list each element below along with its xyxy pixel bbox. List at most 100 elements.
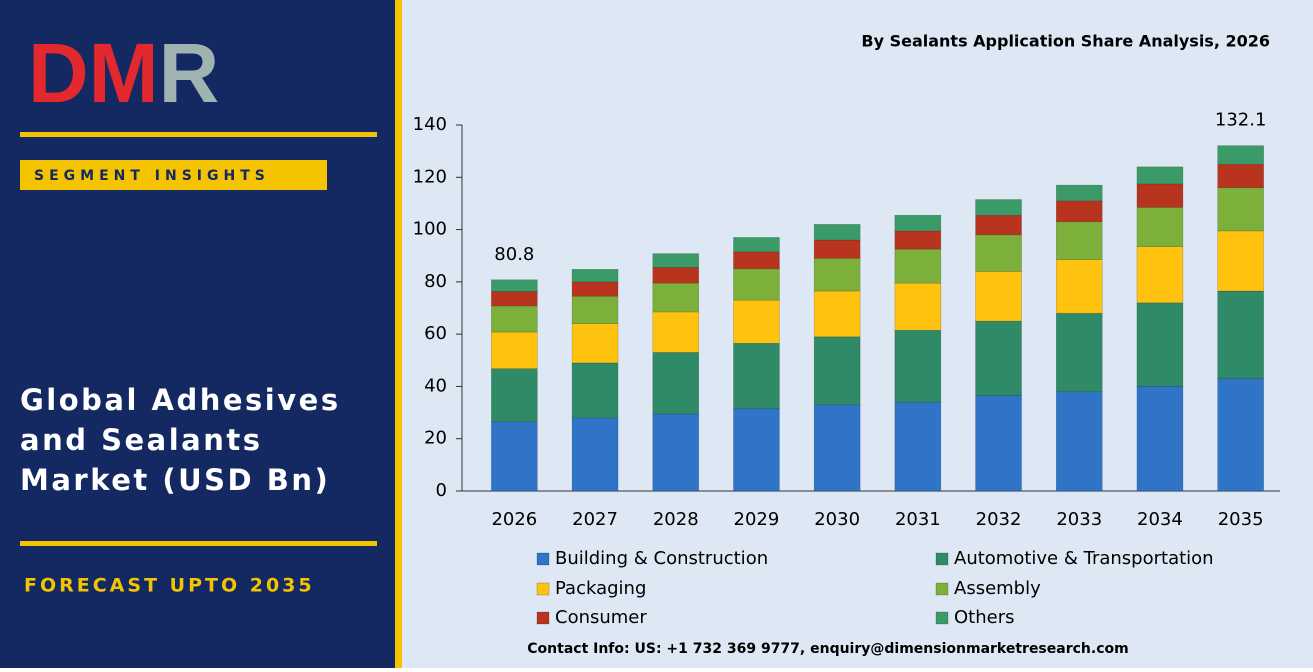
bar-segment: [975, 214, 1022, 236]
logo-part: DM: [28, 26, 159, 120]
bar-segment: [813, 404, 861, 492]
divider: [20, 541, 377, 546]
bar-segment: [813, 336, 861, 406]
bar-segment: [813, 239, 861, 259]
bar-segment: [733, 299, 780, 344]
bar-segment: [894, 282, 942, 331]
bar-segment: [1055, 200, 1103, 223]
bar-segment: [1055, 312, 1103, 392]
bar-segment: [1136, 386, 1184, 492]
bar-segment: [652, 352, 700, 415]
bar-segment: [652, 253, 700, 268]
bar-segment: [1055, 391, 1103, 492]
bar-segment: [975, 395, 1022, 492]
side-stripe: [395, 0, 402, 668]
bar-segment: [652, 413, 700, 492]
bar-segment: [652, 311, 700, 353]
logo-part: R: [159, 26, 220, 120]
x-tick-label: 2035: [1218, 509, 1264, 530]
y-tick-label: 40: [424, 375, 447, 396]
x-tick-label: 2030: [814, 509, 860, 530]
x-tick-label: 2033: [1056, 509, 1102, 530]
side-panel: [0, 0, 395, 668]
x-tick-label: 2034: [1137, 509, 1183, 530]
legend-label: Assembly: [954, 578, 1041, 599]
y-tick-label: 20: [424, 428, 447, 449]
x-tick-label: 2032: [976, 509, 1022, 530]
headline: Market (USD Bn): [20, 463, 330, 497]
bar-segment: [571, 323, 619, 364]
legend-swatch: [935, 611, 949, 625]
legend-swatch: [536, 552, 550, 566]
y-tick-label: 120: [413, 166, 447, 187]
bar-segment: [894, 230, 942, 250]
bar-segment: [652, 282, 700, 313]
bar-segment: [894, 329, 942, 403]
forecast: FORECAST UPTO 2035: [24, 575, 315, 597]
bar-segment: [491, 279, 538, 292]
x-tick-label: 2028: [653, 509, 699, 530]
bar-segment: [1217, 290, 1264, 379]
legend-label: Packaging: [555, 578, 646, 599]
bar-segment: [571, 362, 619, 419]
bar-segment: [1136, 302, 1184, 387]
bar-segment: [571, 417, 619, 492]
bar-segment: [894, 401, 942, 492]
y-tick-label: 140: [413, 114, 447, 135]
y-tick-label: 80: [424, 271, 447, 292]
bar-segment: [1055, 184, 1103, 202]
bar-segment: [1136, 166, 1184, 185]
bar-segment: [1136, 246, 1184, 304]
bar-segment: [491, 291, 538, 307]
bar-segment: [491, 331, 538, 369]
bar-segment: [1217, 378, 1264, 492]
x-tick-label: 2031: [895, 509, 941, 530]
bar-segment: [1136, 207, 1184, 247]
divider: [20, 132, 377, 137]
y-tick-label: 0: [436, 480, 447, 501]
bar-segment: [813, 224, 861, 241]
bar-segment: [733, 237, 780, 253]
logo: DMR: [28, 26, 219, 120]
legend-label: Others: [954, 607, 1015, 628]
bar-segment: [1217, 230, 1264, 292]
bar-segment: [1217, 145, 1264, 165]
bar-segment: [813, 290, 861, 338]
bar-segment: [571, 295, 619, 324]
badge: SEGMENT INSIGHTS: [34, 168, 270, 184]
bar-segment: [571, 269, 619, 283]
bar-segment: [652, 267, 700, 284]
headline: Global Adhesives: [20, 383, 341, 417]
y-tick-label: 100: [413, 219, 447, 240]
chart-title: By Sealants Application Share Analysis, …: [861, 32, 1270, 51]
bar-segment: [975, 271, 1022, 322]
legend-label: Building & Construction: [555, 548, 768, 569]
x-tick-label: 2026: [491, 509, 537, 530]
bar-segment: [733, 251, 780, 270]
bar-segment: [1055, 259, 1103, 314]
bar-segment: [491, 368, 538, 423]
bar-segment: [491, 305, 538, 333]
bar-segment: [975, 320, 1022, 396]
bar-segment: [1217, 163, 1264, 189]
legend-swatch: [536, 582, 550, 596]
legend-label: Consumer: [555, 607, 647, 628]
bar-segment: [975, 199, 1022, 216]
bar-segment: [733, 408, 780, 492]
bar-segment: [1217, 187, 1264, 232]
legend-swatch: [935, 552, 949, 566]
x-tick-label: 2027: [572, 509, 618, 530]
bar-segment: [894, 248, 942, 284]
bar-segment: [1136, 183, 1184, 208]
bar-segment: [1055, 221, 1103, 260]
legend-swatch: [935, 582, 949, 596]
total-label: 80.8: [494, 244, 534, 265]
bar-segment: [813, 258, 861, 292]
headline: and Sealants: [20, 423, 262, 457]
bar-segment: [733, 342, 780, 409]
bar-segment: [491, 421, 538, 492]
legend-swatch: [536, 611, 550, 625]
badge-box: [20, 160, 327, 190]
bar-segment: [975, 234, 1022, 272]
